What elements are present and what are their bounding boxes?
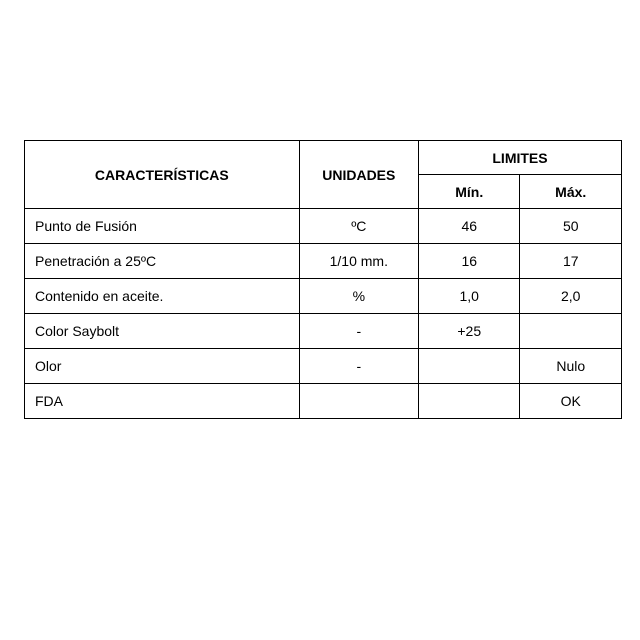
cell-caracteristica: Contenido en aceite. [25,279,300,314]
table-row: Olor - Nulo [25,349,622,384]
cell-caracteristica: Olor [25,349,300,384]
spec-table: CARACTERÍSTICAS UNIDADES LIMITES Mín. Má… [24,140,622,419]
table-row: Contenido en aceite. % 1,0 2,0 [25,279,622,314]
cell-caracteristica: Punto de Fusión [25,209,300,244]
table-row: Punto de Fusión ºC 46 50 [25,209,622,244]
cell-unidad: 1/10 mm. [299,244,418,279]
cell-max: 50 [520,209,622,244]
cell-max: 17 [520,244,622,279]
cell-max: Nulo [520,349,622,384]
cell-max: 2,0 [520,279,622,314]
cell-unidad: % [299,279,418,314]
cell-min: 1,0 [419,279,520,314]
header-max: Máx. [520,175,622,209]
cell-min [419,384,520,419]
page-container: CARACTERÍSTICAS UNIDADES LIMITES Mín. Má… [0,0,640,640]
cell-min: 16 [419,244,520,279]
table-body: Punto de Fusión ºC 46 50 Penetración a 2… [25,209,622,419]
cell-max [520,314,622,349]
header-row-1: CARACTERÍSTICAS UNIDADES LIMITES [25,141,622,175]
table-row: FDA OK [25,384,622,419]
cell-caracteristica: Color Saybolt [25,314,300,349]
cell-unidad: - [299,314,418,349]
cell-min [419,349,520,384]
header-caracteristicas: CARACTERÍSTICAS [25,141,300,209]
cell-min: +25 [419,314,520,349]
cell-unidad: - [299,349,418,384]
cell-unidad [299,384,418,419]
cell-max: OK [520,384,622,419]
header-unidades: UNIDADES [299,141,418,209]
cell-min: 46 [419,209,520,244]
table-row: Penetración a 25ºC 1/10 mm. 16 17 [25,244,622,279]
cell-caracteristica: FDA [25,384,300,419]
header-limites: LIMITES [419,141,622,175]
header-min: Mín. [419,175,520,209]
cell-unidad: ºC [299,209,418,244]
table-row: Color Saybolt - +25 [25,314,622,349]
cell-caracteristica: Penetración a 25ºC [25,244,300,279]
table-header: CARACTERÍSTICAS UNIDADES LIMITES Mín. Má… [25,141,622,209]
